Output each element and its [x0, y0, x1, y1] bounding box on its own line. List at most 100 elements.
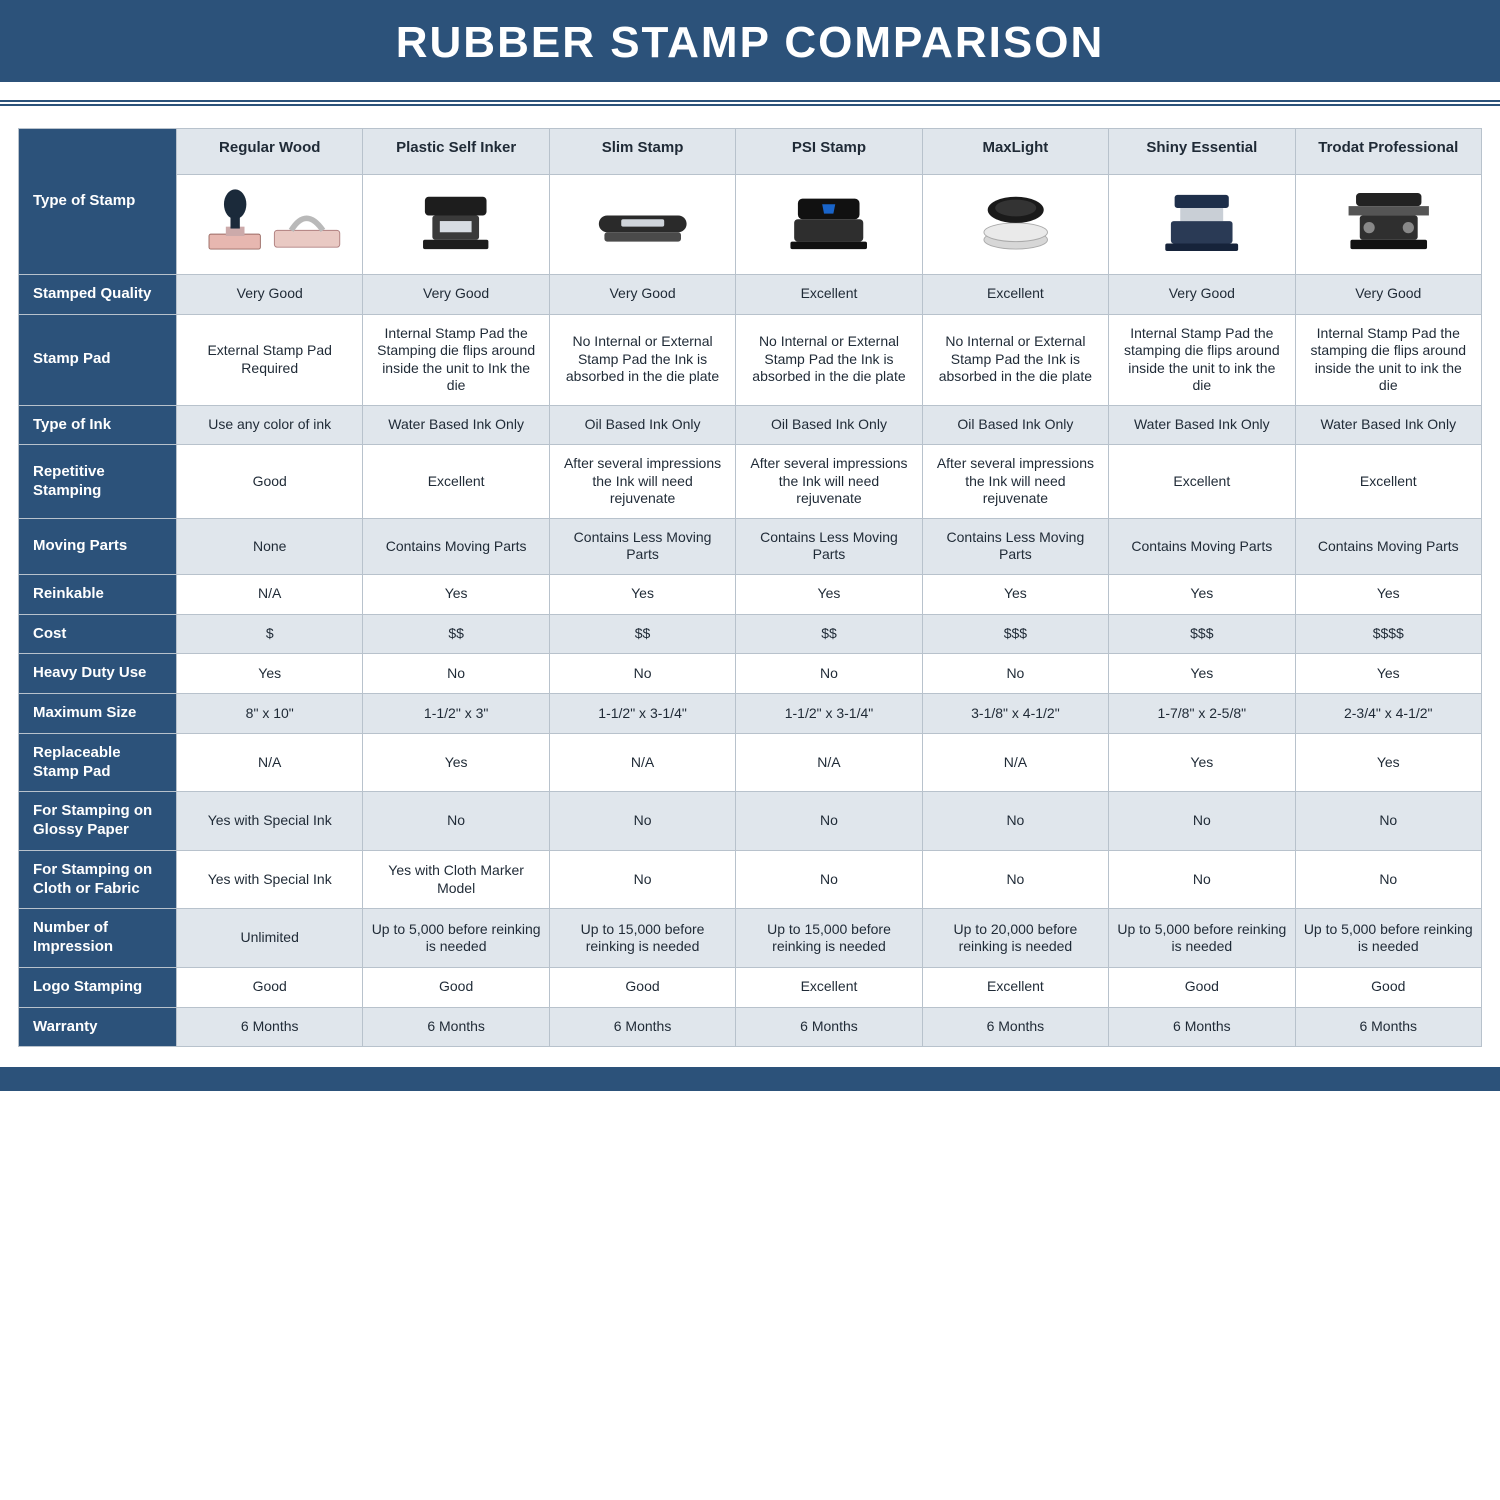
table-cell: Water Based Ink Only	[1109, 405, 1295, 445]
table-cell: Excellent	[1109, 445, 1295, 519]
table-cell: No	[363, 654, 549, 694]
col-header-1: Plastic Self Inker	[363, 129, 549, 175]
table-cell: 1-1/2" x 3"	[363, 694, 549, 734]
row-header: Heavy Duty Use	[19, 654, 177, 694]
table-cell: N/A	[549, 733, 735, 792]
table-cell: $	[177, 614, 363, 654]
table-cell: No	[1109, 792, 1295, 851]
row-header: Type of Ink	[19, 405, 177, 445]
table-cell: Good	[363, 967, 549, 1007]
table-cell: After several impressions the Ink will n…	[549, 445, 735, 519]
table-cell: 1-1/2" x 3-1/4"	[736, 694, 922, 734]
table-cell: No	[922, 654, 1108, 694]
col-header-2: Slim Stamp	[549, 129, 735, 175]
table-cell: Very Good	[549, 274, 735, 314]
title-band: RUBBER STAMP COMPARISON	[0, 0, 1500, 82]
table-row: ReinkableN/AYesYesYesYesYesYes	[19, 574, 1482, 614]
footer-band	[0, 1067, 1500, 1091]
table-cell: No	[549, 792, 735, 851]
stamp-image-cell	[177, 174, 363, 274]
table-cell: Very Good	[1295, 274, 1481, 314]
table-row: Stamp PadExternal Stamp Pad RequiredInte…	[19, 314, 1482, 405]
table-cell: Good	[1109, 967, 1295, 1007]
table-cell: Up to 15,000 before reinking is needed	[736, 909, 922, 968]
row-header: For Stamping on Glossy Paper	[19, 792, 177, 851]
table-cell: Oil Based Ink Only	[549, 405, 735, 445]
row-header: Maximum Size	[19, 694, 177, 734]
row-header: Stamp Pad	[19, 314, 177, 405]
table-cell: 6 Months	[177, 1007, 363, 1047]
col-label: Shiny Essential	[1117, 139, 1286, 158]
row-header: Logo Stamping	[19, 967, 177, 1007]
table-cell: Internal Stamp Pad the Stamping die flip…	[363, 314, 549, 405]
table-row: Repetitive StampingGoodExcellentAfter se…	[19, 445, 1482, 519]
table-cell: Up to 5,000 before reinking is needed	[1109, 909, 1295, 968]
table-row: Replaceable Stamp PadN/AYesN/AN/AN/AYesY…	[19, 733, 1482, 792]
table-cell: Oil Based Ink Only	[922, 405, 1108, 445]
table-cell: Yes with Special Ink	[177, 850, 363, 909]
table-row: Stamped QualityVery GoodVery GoodVery Go…	[19, 274, 1482, 314]
table-row: Logo StampingGoodGoodGoodExcellentExcell…	[19, 967, 1482, 1007]
table-cell: No	[549, 654, 735, 694]
table-row: For Stamping on Glossy PaperYes with Spe…	[19, 792, 1482, 851]
table-cell: Very Good	[177, 274, 363, 314]
row-header: Number of Impression	[19, 909, 177, 968]
table-cell: No Internal or External Stamp Pad the In…	[549, 314, 735, 405]
col-header-5: Shiny Essential	[1109, 129, 1295, 175]
table-cell: Excellent	[1295, 445, 1481, 519]
table-cell: No	[363, 792, 549, 851]
table-cell: Oil Based Ink Only	[736, 405, 922, 445]
table-cell: Excellent	[736, 274, 922, 314]
table-cell: N/A	[177, 733, 363, 792]
table-cell: Yes	[363, 733, 549, 792]
table-row: Maximum Size8" x 10"1-1/2" x 3" 1-1/2" x …	[19, 694, 1482, 734]
stamp-image-cell	[736, 174, 922, 274]
table-cell: No	[736, 654, 922, 694]
table-cell: Yes	[363, 574, 549, 614]
page-title: RUBBER STAMP COMPARISON	[0, 18, 1500, 68]
table-cell: Very Good	[363, 274, 549, 314]
table-cell: 6 Months	[549, 1007, 735, 1047]
table-row: Moving PartsNoneContains Moving PartsCon…	[19, 518, 1482, 574]
table-cell: Internal Stamp Pad the stamping die flip…	[1109, 314, 1295, 405]
table-cell: Up to 5,000 before reinking is needed	[363, 909, 549, 968]
table-row: Number of ImpressionUnlimitedUp to 5,000…	[19, 909, 1482, 968]
title-rule-wrap	[0, 82, 1500, 106]
row-header: Stamped Quality	[19, 274, 177, 314]
table-cell: $$$	[922, 614, 1108, 654]
row-header: For Stamping on Cloth or Fabric	[19, 850, 177, 909]
table-cell: Yes	[1109, 574, 1295, 614]
table-cell: No	[736, 792, 922, 851]
table-cell: Contains Moving Parts	[1295, 518, 1481, 574]
table-cell: No	[1295, 792, 1481, 851]
table-cell: Unlimited	[177, 909, 363, 968]
table-cell: Very Good	[1109, 274, 1295, 314]
plastic-self-inker-stamp-icon	[367, 185, 544, 259]
table-cell: N/A	[736, 733, 922, 792]
table-cell: 8" x 10"	[177, 694, 363, 734]
row-header: Cost	[19, 614, 177, 654]
row-header: Repetitive Stamping	[19, 445, 177, 519]
header-row: Type of Stamp Regular Wood Plastic Self …	[19, 129, 1482, 175]
table-cell: 1-7/8" x 2-5/8"	[1109, 694, 1295, 734]
stamp-image-cell	[549, 174, 735, 274]
corner-header: Type of Stamp	[19, 129, 177, 275]
table-row: Cost$$$$$$$$$$$$$$$$$	[19, 614, 1482, 654]
table-cell: Good	[1295, 967, 1481, 1007]
maxlight-stamp-icon	[927, 185, 1104, 259]
col-label: Regular Wood	[185, 139, 354, 158]
table-cell: Contains Less Moving Parts	[736, 518, 922, 574]
table-cell: Excellent	[922, 274, 1108, 314]
table-body: Stamped QualityVery GoodVery GoodVery Go…	[19, 274, 1482, 1047]
trodat-professional-stamp-icon	[1300, 185, 1477, 259]
table-cell: N/A	[922, 733, 1108, 792]
col-label: PSI Stamp	[744, 139, 913, 158]
col-label: Plastic Self Inker	[371, 139, 540, 158]
row-header: Replaceable Stamp Pad	[19, 733, 177, 792]
table-cell: 6 Months	[736, 1007, 922, 1047]
col-label: Slim Stamp	[558, 139, 727, 158]
table-cell: Up to 15,000 before reinking is needed	[549, 909, 735, 968]
double-rule	[0, 100, 1500, 106]
table-cell: $$$	[1109, 614, 1295, 654]
comparison-table-wrap: Type of Stamp Regular Wood Plastic Self …	[0, 128, 1500, 1047]
